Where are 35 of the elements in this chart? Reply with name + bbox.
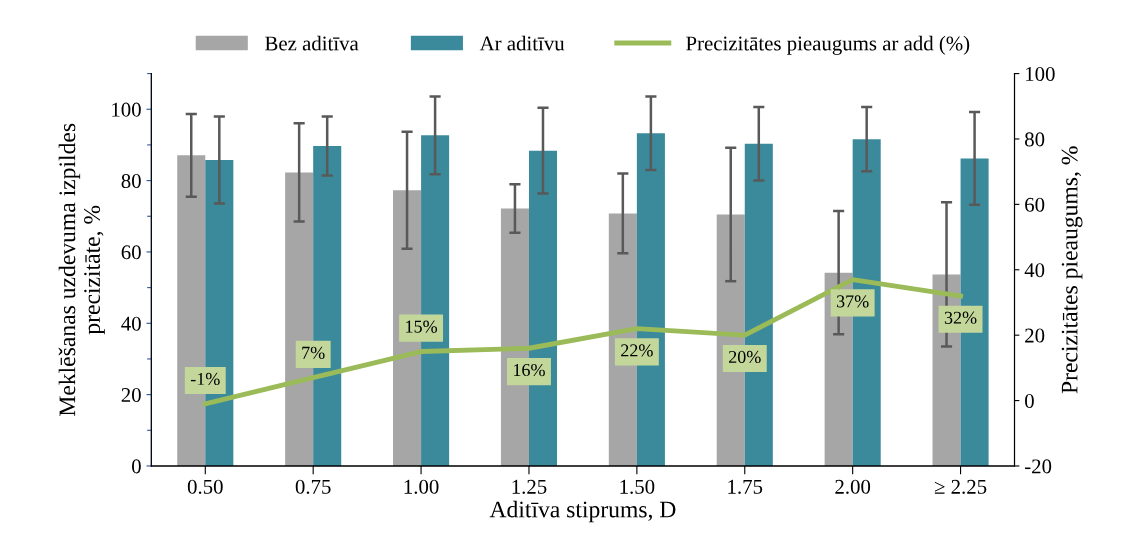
data-label: 20% bbox=[729, 350, 761, 364]
y-tick-label: 80 bbox=[121, 173, 141, 189]
legend-label: Ar aditīvu bbox=[479, 35, 565, 51]
data-label: 7% bbox=[302, 346, 325, 359]
x-tick-label: ≥ 2.25 bbox=[934, 479, 987, 494]
data-label: 16% bbox=[514, 363, 545, 377]
y-tick-label: 40 bbox=[121, 316, 141, 331]
y-tick-label: 20 bbox=[121, 388, 141, 403]
x-tick-label: 2.00 bbox=[835, 479, 871, 494]
y2-tick-label: 40 bbox=[1024, 263, 1045, 278]
y-tick-label: 0 bbox=[131, 459, 141, 474]
data-label: 37% bbox=[836, 295, 869, 308]
y2-axis-title: Precizitātes pieaugums, % bbox=[1061, 146, 1083, 394]
y2-tick-label: -20 bbox=[1025, 459, 1052, 474]
y-axis-title: Meklēšanas uzdevuma izpildes precizitāte, % bbox=[58, 123, 105, 416]
data-label: 15% bbox=[406, 320, 438, 333]
x-tick-label: 0.50 bbox=[187, 479, 223, 494]
x-tick-label: 0.75 bbox=[295, 479, 331, 494]
y-tick-label: 100 bbox=[112, 102, 141, 117]
y2-tick-label: 20 bbox=[1025, 328, 1045, 343]
x-tick-label: 1.75 bbox=[728, 479, 763, 494]
y2-tick-label: 100 bbox=[1026, 66, 1055, 82]
x-tick-label: 1.50 bbox=[620, 479, 655, 494]
legend-label: Precizitātes pieaugums ar add (%) bbox=[686, 35, 970, 55]
y2-tick-label: 0 bbox=[1025, 393, 1034, 409]
x-axis-title: Aditīva stiprums, D bbox=[489, 500, 676, 523]
y2-tick-label: 80 bbox=[1025, 132, 1045, 147]
y-tick-label: 60 bbox=[121, 245, 141, 260]
x-tick-label: 1.00 bbox=[404, 479, 439, 494]
x-tick-label: 1.25 bbox=[512, 479, 547, 494]
legend-label: Bez aditīva bbox=[265, 35, 359, 51]
y2-tick-label: 60 bbox=[1025, 197, 1045, 212]
data-label: 32% bbox=[944, 311, 977, 324]
data-label: 22% bbox=[621, 344, 653, 357]
data-label: -1% bbox=[190, 372, 220, 386]
